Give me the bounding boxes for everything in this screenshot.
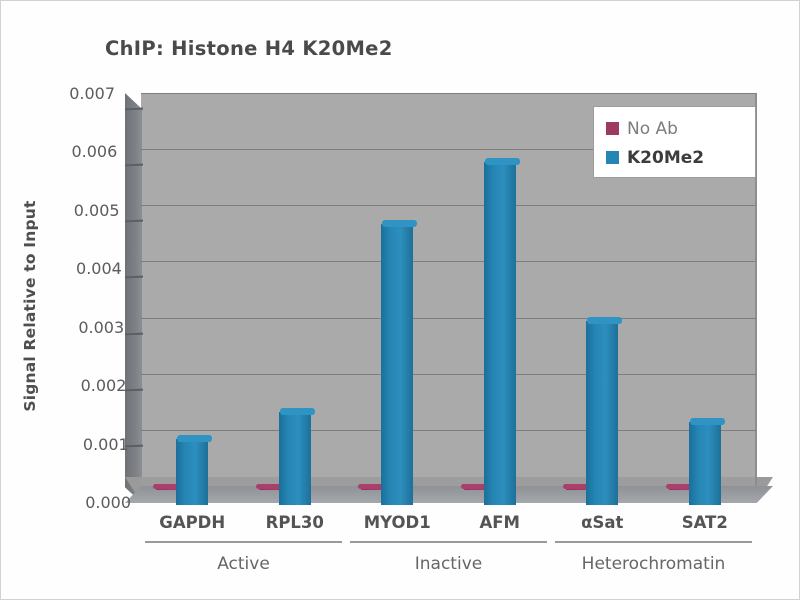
group-label: Active xyxy=(217,554,270,574)
legend-swatch-icon xyxy=(606,151,619,164)
chart-legend: No Ab K20Me2 xyxy=(593,106,756,178)
gridline-wall-tick xyxy=(124,275,144,279)
group-label: Heterochromatin xyxy=(581,554,726,574)
y-axis-tick-label: 0.004 xyxy=(76,259,122,279)
x-axis-tick-label: RPL30 xyxy=(265,513,324,532)
y-axis-tick-label: 0.005 xyxy=(73,200,120,220)
legend-item-label: No Ab xyxy=(627,118,678,139)
group-bracket xyxy=(350,541,547,543)
plot-floor-front xyxy=(125,486,773,503)
gridline-wall-tick xyxy=(124,107,144,111)
legend-item[interactable]: K20Me2 xyxy=(606,143,755,172)
y-axis-tick-label: 0.001 xyxy=(82,434,129,454)
gridline xyxy=(141,374,756,375)
y-axis-title: Signal Relative to Input xyxy=(21,200,39,412)
chart-title: ChIP: Histone H4 K20Me2 xyxy=(105,37,393,60)
y-axis-tick-label: 0.003 xyxy=(78,317,125,337)
gridline xyxy=(141,205,756,206)
plot-floor-top xyxy=(141,477,756,486)
plot-right-edge xyxy=(755,93,757,486)
x-axis-tick-label: GAPDH xyxy=(159,513,226,532)
plot-left-wall xyxy=(125,93,142,503)
gridline xyxy=(141,93,756,94)
gridline xyxy=(141,318,756,319)
gridline-wall-tick xyxy=(124,163,144,167)
group-bracket xyxy=(555,541,752,543)
y-axis-tick-label: 0.006 xyxy=(71,142,118,162)
group-label: Inactive xyxy=(414,554,483,574)
group-bracket xyxy=(145,541,342,543)
x-axis-tick-label: αSat xyxy=(581,513,624,532)
legend-item-label: K20Me2 xyxy=(627,147,705,168)
gridline-wall-tick xyxy=(124,332,144,336)
legend-swatch-icon xyxy=(606,122,619,135)
gridline xyxy=(141,149,756,150)
y-axis-tick-label: 0.000 xyxy=(85,493,131,512)
gridline xyxy=(141,261,756,262)
x-axis-tick-label: SAT2 xyxy=(681,513,728,532)
gridline xyxy=(141,430,756,431)
gridline-wall-tick xyxy=(124,388,144,392)
x-axis-tick-label: AFM xyxy=(479,513,520,532)
y-axis-tick-label: 0.007 xyxy=(69,84,115,103)
legend-item[interactable]: No Ab xyxy=(606,114,755,143)
gridline-wall-tick xyxy=(124,219,144,223)
y-axis-tick-label: 0.002 xyxy=(80,376,127,396)
x-axis-tick-label: MYOD1 xyxy=(363,513,431,532)
